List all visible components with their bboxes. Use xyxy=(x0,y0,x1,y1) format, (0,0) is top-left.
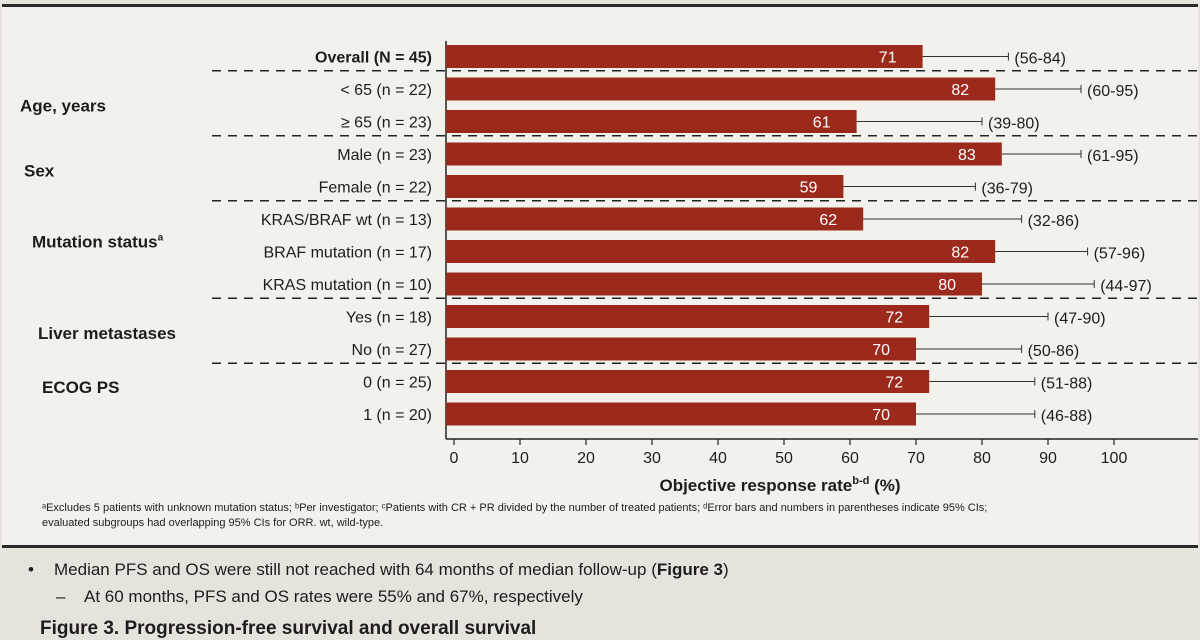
row-label: Male (n = 23) xyxy=(337,147,432,164)
bullet-text-end: ) xyxy=(722,559,729,579)
x-tick-label: 10 xyxy=(511,450,529,467)
group-label: Sex xyxy=(24,161,55,180)
ci-label: (57-96) xyxy=(1094,246,1146,263)
footnote-line-2: evaluated subgroups had overlapping 95% … xyxy=(42,517,384,529)
bullet-item: • Median PFS and OS were still not reach… xyxy=(28,556,1188,583)
x-tick-label: 60 xyxy=(841,450,859,467)
ci-label: (32-86) xyxy=(1028,213,1080,230)
row-label: Female (n = 22) xyxy=(319,180,432,197)
bar xyxy=(446,337,916,361)
x-axis-title-superscript: b-d xyxy=(852,475,869,487)
bar xyxy=(446,45,923,68)
figure-reference: Figure 3 xyxy=(656,559,723,579)
sub-bullet-text: At 60 months, PFS and OS rates were 55% … xyxy=(84,586,583,606)
bullet-marker: • xyxy=(28,559,34,579)
row-label: BRAF mutation (n = 17) xyxy=(263,245,432,262)
ci-label: (60-95) xyxy=(1087,83,1139,100)
row-label: Overall (N = 45) xyxy=(315,50,432,67)
bar xyxy=(446,175,844,198)
bar-value-label: 82 xyxy=(951,245,969,262)
group-label: Liver metastases xyxy=(38,324,176,343)
next-figure-caption: Figure 3. Progression-free survival and … xyxy=(40,618,537,639)
group-label: Age, years xyxy=(20,96,106,115)
row-label: KRAS/BRAF wt (n = 13) xyxy=(261,212,432,229)
group-label: Mutation statusa xyxy=(32,233,164,252)
figure-footnote: ᵃExcludes 5 patients with unknown mutati… xyxy=(42,501,1162,531)
x-tick-label: 70 xyxy=(907,450,925,467)
bar-value-label: 62 xyxy=(819,212,837,229)
orr-forest-bar-chart: Overall (N = 45) 71 (56-84) < 65 (n = 22) 82… xyxy=(20,41,1198,495)
row-label: 0 (n = 25) xyxy=(363,375,432,392)
bar-value-label: 70 xyxy=(872,342,890,359)
bar-value-label: 61 xyxy=(813,115,831,132)
bar-value-label: 83 xyxy=(958,147,976,164)
x-tick-label: 80 xyxy=(973,450,991,467)
ci-label: (61-95) xyxy=(1087,148,1139,165)
row-label: 1 (n = 20) xyxy=(363,407,432,424)
sub-bullet-item: – At 60 months, PFS and OS rates were 55… xyxy=(28,583,1188,610)
bar xyxy=(446,207,864,231)
x-tick-label: 30 xyxy=(643,450,661,467)
row-label: ≥ 65 (n = 23) xyxy=(341,115,432,132)
bar xyxy=(446,272,982,296)
bar xyxy=(446,142,1002,166)
bullet-text-main: Median PFS and OS were still not reached… xyxy=(54,559,657,579)
footnote-line-1: ᵃExcludes 5 patients with unknown mutati… xyxy=(42,502,988,514)
x-tick-label: 40 xyxy=(709,450,727,467)
ci-label: (51-88) xyxy=(1041,376,1093,393)
bar xyxy=(446,77,996,101)
bar-value-label: 71 xyxy=(879,50,897,67)
group-label-superscript: a xyxy=(158,233,164,244)
group-label: ECOG PS xyxy=(42,378,119,397)
row-label: KRAS mutation (n = 10) xyxy=(263,277,432,294)
x-tick-label: 0 xyxy=(450,450,459,467)
sub-bullet-marker: – xyxy=(56,586,66,606)
bar-value-label: 80 xyxy=(938,277,956,294)
x-tick-label: 50 xyxy=(775,450,793,467)
ci-label: (50-86) xyxy=(1028,343,1080,360)
x-axis-title: Objective response rateb-d (%) xyxy=(659,475,900,495)
ci-label: (36-79) xyxy=(981,181,1033,198)
ci-label: (56-84) xyxy=(1014,51,1066,68)
x-axis-title-unit: (%) xyxy=(869,476,900,495)
x-tick-label: 100 xyxy=(1101,450,1128,467)
x-tick-label: 90 xyxy=(1039,450,1057,467)
figure-panel: Overall (N = 45) 71 (56-84) < 65 (n = 22) 82… xyxy=(2,4,1198,548)
bar xyxy=(446,110,857,133)
bar xyxy=(446,305,930,328)
summary-bullets: • Median PFS and OS were still not reach… xyxy=(28,556,1188,610)
ci-label: (39-80) xyxy=(988,116,1040,133)
row-label: No (n = 27) xyxy=(352,342,432,359)
bar-value-label: 70 xyxy=(872,407,890,424)
bullet-text: Median PFS and OS were still not reached… xyxy=(54,560,729,580)
bar xyxy=(446,240,996,263)
ci-label: (44-97) xyxy=(1100,278,1152,295)
bar-value-label: 82 xyxy=(951,82,969,99)
bar-value-label: 72 xyxy=(885,375,903,392)
bar-value-label: 72 xyxy=(885,310,903,327)
ci-label: (46-88) xyxy=(1041,408,1093,425)
row-label: Yes (n = 18) xyxy=(346,310,432,327)
x-tick-label: 20 xyxy=(577,450,595,467)
bar xyxy=(446,370,930,393)
row-label: < 65 (n = 22) xyxy=(340,82,432,99)
ci-label: (47-90) xyxy=(1054,311,1106,328)
bar xyxy=(446,402,916,426)
bar-value-label: 59 xyxy=(800,180,818,197)
